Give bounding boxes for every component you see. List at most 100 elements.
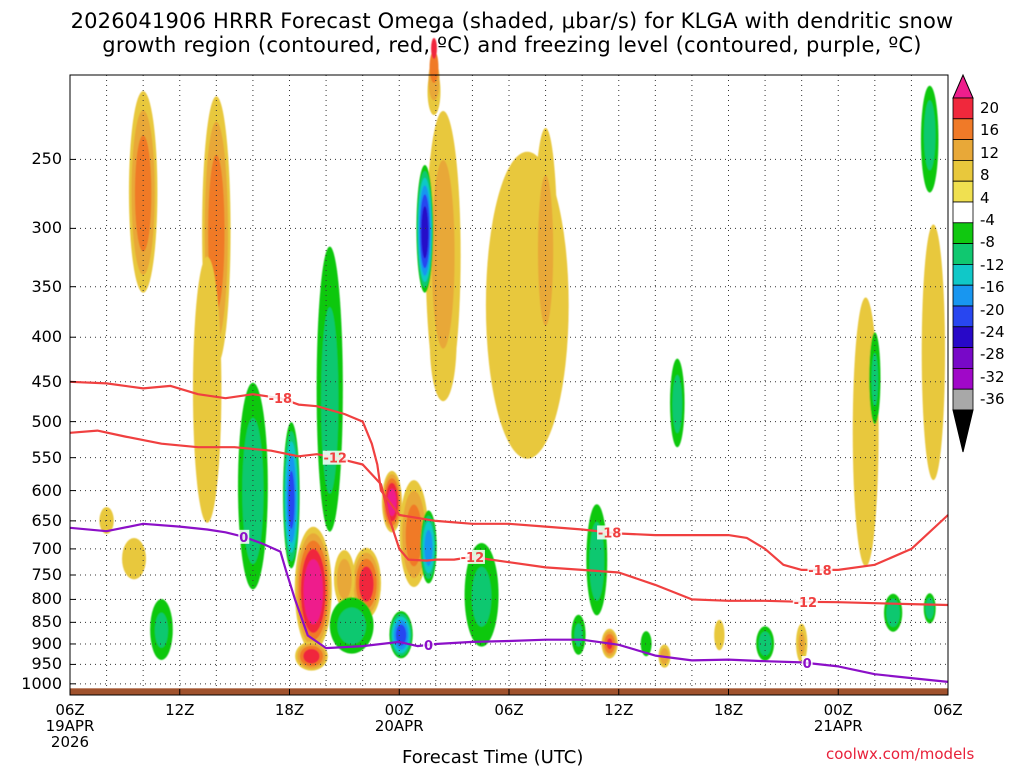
colorbar-label: -24 (980, 323, 1005, 341)
omega-cell (923, 593, 936, 624)
colorbar-swatch (952, 326, 974, 348)
omega-band (921, 224, 946, 481)
omega-cell (883, 593, 903, 632)
omega-cell (533, 128, 558, 359)
omega-band (589, 521, 605, 601)
omega-cell (669, 358, 685, 448)
contour-label: -18 (269, 392, 293, 407)
omega-cell (329, 597, 374, 654)
contour-label-bg (322, 450, 348, 465)
colorbar-label: -4 (980, 211, 995, 229)
colorbar-label: -32 (980, 367, 1005, 386)
contour-label-bg (423, 637, 435, 652)
y-tick-label: 250 (31, 149, 62, 169)
grid-lines (70, 75, 948, 695)
omega-band (358, 566, 374, 602)
x-tick-label: 21APR (813, 717, 863, 735)
contour-label: -18 (808, 564, 832, 579)
omega-cell (237, 382, 268, 590)
omega-band (923, 100, 936, 171)
contour-label-bg (801, 656, 813, 671)
x-tick-label: 19APR (45, 717, 95, 735)
colorbar-label: -16 (980, 278, 1005, 297)
omega-cell (283, 422, 300, 569)
y-tick-label: 450 (31, 371, 62, 391)
contour-label-bg (807, 562, 833, 577)
omega-band (303, 559, 323, 625)
y-tick-label: 550 (31, 447, 62, 467)
colorbar-cap-top (952, 73, 974, 99)
x-tick-label: 18Z (274, 701, 305, 719)
colorbar-label: -12 (980, 255, 1005, 274)
omega-band (640, 631, 652, 657)
colorbar-label: 12 (980, 143, 1000, 162)
colorbar-label: 20 (980, 99, 1000, 117)
omega-cell (399, 480, 429, 588)
colorbar-swatch (952, 305, 974, 328)
contour-label-bg (597, 525, 623, 540)
omega-cell (351, 547, 382, 619)
omega-band (122, 538, 146, 580)
omega-band (134, 135, 152, 252)
colorbar-swatch (952, 139, 974, 161)
colorbar-swatch (952, 97, 974, 120)
omega-band (405, 504, 423, 567)
omega-band (321, 307, 339, 494)
omega-band (431, 37, 437, 59)
y-tick-label: 350 (31, 276, 62, 296)
credit-link[interactable]: coolwx.com/models (826, 745, 975, 763)
omega-cell (389, 611, 413, 659)
colorbar-label: 4 (980, 188, 990, 207)
x-tick-label: 06Z (55, 701, 85, 719)
colorbar-swatch (952, 367, 974, 390)
colorbar-swatch (952, 284, 974, 307)
omega-band (925, 597, 934, 620)
colorbar-label: -20 (980, 300, 1005, 319)
omega-band (421, 206, 429, 259)
contour-label: 0 (803, 657, 812, 672)
omega-cell (192, 256, 222, 523)
x-tick-label: 00Z (823, 701, 853, 719)
omega-cell (920, 85, 939, 193)
contour-label: -12 (461, 551, 485, 566)
x-tick-label: 2026 (50, 733, 90, 751)
y-tick-label: 900 (31, 633, 62, 653)
omega-band (337, 607, 367, 645)
contour-label: 0 (424, 639, 433, 654)
colorbar-swatch (952, 222, 974, 245)
contour-label-bg (238, 529, 250, 544)
omega-cell (294, 526, 332, 652)
colorbar-swatch (952, 180, 974, 203)
colorbar-label: 8 (980, 166, 990, 185)
omega-band (192, 256, 222, 523)
y-tick-label: 1000 (21, 673, 62, 693)
omega-cell (122, 538, 146, 580)
omega-band (154, 612, 169, 648)
omega-band (471, 566, 492, 627)
x-tick-label: 00Z (384, 701, 414, 719)
colorbar-swatch (952, 201, 974, 224)
contour-label-bg (792, 594, 818, 609)
omega-band (336, 558, 352, 600)
y-tick-label: 750 (31, 564, 62, 584)
contour-label-bg (267, 391, 293, 406)
omega-shading (99, 37, 946, 671)
omega-cell (128, 91, 158, 293)
omega-cell (333, 550, 355, 608)
colorbar-swatch (952, 347, 974, 369)
x-tick-label: 06Z (933, 701, 963, 719)
colorbar-label: -8 (980, 233, 995, 252)
y-tick-label: 400 (31, 327, 62, 347)
omega-cell (640, 631, 652, 657)
colorbar (952, 73, 974, 453)
freezing-level-contour (69, 522, 949, 683)
colorbar-swatch (952, 118, 974, 141)
omega-band (886, 598, 900, 628)
y-tick-label: 500 (31, 411, 62, 431)
chart-title-line-2: growth region (contoured, red, ºC) and f… (102, 33, 922, 57)
omega-cell (795, 623, 808, 663)
omega-cell (416, 164, 434, 293)
axis-ticks (69, 158, 949, 695)
temperature-contours: -12 -12 -12 -18 -18 -18 0 0 0 (69, 380, 949, 683)
